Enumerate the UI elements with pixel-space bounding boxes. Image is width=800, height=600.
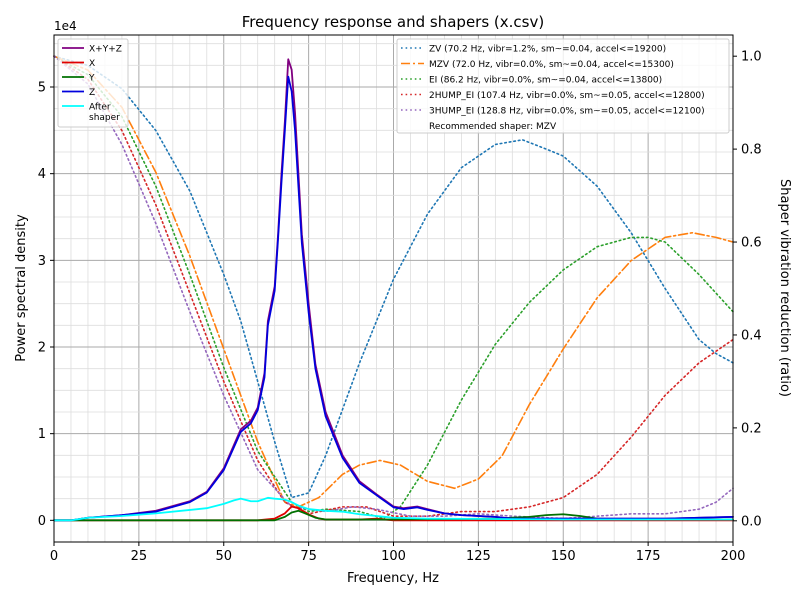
- series-line: [53, 509, 734, 522]
- y-tick-label: 5: [38, 81, 46, 96]
- series-line: [53, 496, 734, 522]
- x-axis-label: Frequency, Hz: [347, 571, 439, 586]
- legend-label: X: [89, 59, 95, 69]
- y-tick-label: 0: [38, 514, 46, 529]
- y2-tick-label: 0.2: [741, 421, 762, 436]
- y-tick-label: 4: [38, 167, 46, 182]
- legend-label: 3HUMP_EI (128.8 Hz, vibr=0.0%, sm~=0.05,…: [429, 107, 705, 117]
- legend-shapers-frame: [396, 38, 730, 134]
- y2-tick-label: 0.6: [741, 236, 762, 251]
- recommended-shaper-text: Recommended shaper: MZV: [429, 122, 557, 132]
- y-multiplier: 1e4: [54, 19, 77, 33]
- legend-label: MZV (72.0 Hz, vibr=0.0%, sm~=0.04, accel…: [429, 60, 674, 70]
- series-line: [53, 55, 734, 520]
- legend-psd-frame: [57, 38, 129, 128]
- legend-label: shaper: [89, 113, 120, 123]
- y2-axis-label: Shaper vibration reduction (ratio): [777, 179, 792, 397]
- axis-ticks: 0 25 50 75 100 125 150 175 200 0 1 2 3 4 5 0.0 0.2 0.4 0.6…: [38, 50, 762, 564]
- x-tick-label: 125: [466, 549, 491, 564]
- x-tick-label: 150: [551, 549, 576, 564]
- y2-tick-label: 1.0: [741, 50, 762, 65]
- grid: [53, 35, 734, 542]
- psd-series-group: [53, 58, 734, 522]
- legend-label: Z: [89, 88, 95, 98]
- y-axis-label: Power spectral density: [14, 214, 29, 362]
- y2-tick-label: 0.8: [741, 143, 762, 158]
- series-line: [53, 55, 734, 508]
- y-tick-label: 2: [38, 341, 46, 356]
- legend-label: After: [89, 103, 111, 113]
- x-tick-label: 50: [215, 549, 232, 564]
- y2-tick-label: 0.0: [741, 514, 762, 529]
- series-line: [53, 55, 734, 517]
- x-tick-label: 75: [300, 549, 317, 564]
- chart-title: Frequency response and shapers (x.csv): [242, 13, 544, 31]
- legend-label: 2HUMP_EI (107.4 Hz, vibr=0.0%, sm~=0.05,…: [429, 91, 705, 101]
- x-tick-label: 200: [721, 549, 746, 564]
- legend-label: X+Y+Z: [89, 45, 122, 55]
- y2-tick-label: 0.4: [741, 328, 762, 343]
- legend-label: Y: [88, 74, 95, 84]
- legend-shapers: ZV (70.2 Hz, vibr=1.2%, sm~=0.04, accel<…: [396, 38, 730, 134]
- y-tick-label: 3: [38, 254, 46, 269]
- x-tick-label: 175: [636, 549, 661, 564]
- legend-label: EI (86.2 Hz, vibr=0.0%, sm~=0.04, accel<…: [429, 76, 662, 86]
- x-tick-label: 100: [381, 549, 406, 564]
- x-tick-label: 0: [50, 549, 58, 564]
- legend-label: ZV (70.2 Hz, vibr=1.2%, sm~=0.04, accel<…: [429, 45, 666, 55]
- x-tick-label: 25: [131, 549, 148, 564]
- y-tick-label: 1: [38, 427, 46, 442]
- shaper-series-group: [53, 55, 734, 520]
